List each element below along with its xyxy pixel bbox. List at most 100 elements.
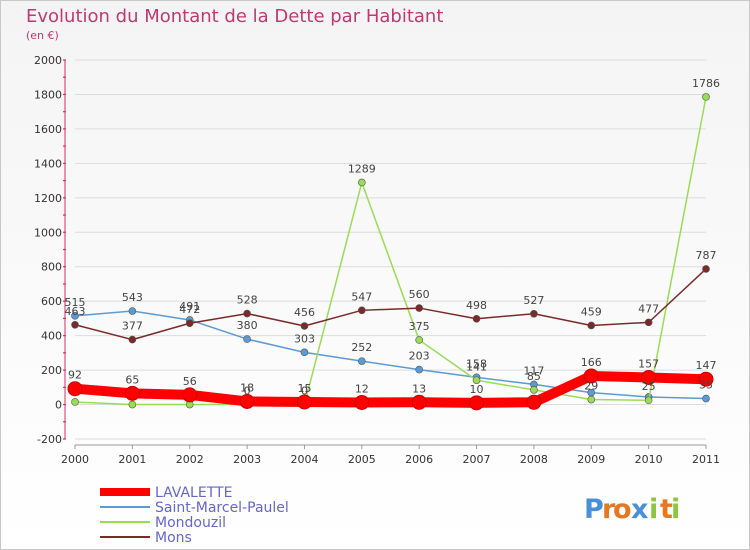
- brand-letter-6: i: [671, 494, 680, 525]
- data-point-0-9: [583, 368, 599, 384]
- data-point-1-11: [702, 394, 710, 403]
- data-point-0-4: [296, 394, 312, 410]
- legend-label-3: Mons: [155, 530, 192, 546]
- x-tick-label-11: 2011: [692, 453, 720, 466]
- y-tick-label-6: 1000: [34, 226, 62, 239]
- data-label-3-2: 472: [179, 303, 200, 316]
- data-label-1-6: 203: [409, 350, 430, 363]
- data-label-2-4: 0: [301, 385, 308, 398]
- data-label-0-2: 56: [183, 375, 197, 388]
- y-tick-label-7: 1200: [34, 192, 62, 205]
- data-point-2-11: [702, 93, 710, 101]
- data-point-3-0: [71, 320, 79, 329]
- data-point-2-10: [644, 396, 653, 405]
- x-tick-label-1: 2001: [118, 453, 146, 466]
- data-label-2-7: 141: [466, 360, 487, 373]
- data-point-0-3: [239, 393, 255, 409]
- data-point-0-5: [354, 394, 370, 410]
- y-tick-label-3: 400: [41, 330, 62, 343]
- data-point-0-6: [411, 394, 427, 410]
- data-point-1-5: [358, 357, 366, 365]
- y-tick-label-10: 1800: [34, 88, 62, 101]
- legend-label-0: LAVALETTE: [155, 485, 232, 501]
- brand-letter-0: P: [584, 494, 604, 525]
- data-point-0-2: [182, 387, 198, 403]
- y-tick-label-0: -200: [37, 433, 62, 446]
- series-line-2: [74, 96, 707, 406]
- data-point-0-1: [124, 385, 140, 401]
- y-tick-label-2: 200: [41, 364, 62, 377]
- data-label-0-9: 166: [581, 356, 602, 369]
- x-tick-label-4: 2004: [290, 453, 318, 466]
- data-label-0-3: 18: [240, 381, 254, 394]
- data-label-0-7: 10: [470, 383, 484, 396]
- data-point-3-9: [587, 321, 596, 330]
- data-label-3-6: 560: [409, 288, 430, 301]
- data-label-1-5: 252: [351, 341, 372, 354]
- data-point-3-5: [358, 306, 366, 315]
- data-label-1-0: 515: [65, 296, 86, 309]
- x-tick-label-2: 2002: [176, 453, 204, 466]
- legend: LAVALETTESaint-Marcel-PaulelMondouzilMon…: [100, 485, 289, 546]
- data-point-3-2: [185, 319, 194, 328]
- data-label-1-8: 117: [523, 364, 544, 377]
- series-line-0: [70, 370, 711, 408]
- data-label-3-9: 459: [581, 305, 602, 318]
- series-line-1: [74, 310, 707, 400]
- data-label-0-4: 15: [297, 382, 311, 395]
- data-point-2-6: [415, 336, 423, 344]
- proxiti-logo: Pro x i ti: [584, 494, 680, 525]
- brand-letter-2: o: [613, 494, 632, 525]
- x-tick-label-3: 2003: [233, 453, 261, 466]
- x-tick-label-0: 2000: [61, 453, 89, 466]
- brand-letter-3: x: [631, 494, 648, 525]
- data-point-3-6: [415, 304, 423, 312]
- series-lines: [67, 93, 714, 411]
- data-point-3-8: [530, 309, 538, 318]
- data-point-0-7: [469, 395, 485, 411]
- data-label-3-4: 456: [294, 306, 315, 319]
- data-label-1-1: 543: [122, 291, 143, 304]
- y-tick-label-1: 0: [55, 399, 62, 412]
- data-label-1-11: 35: [699, 379, 713, 392]
- axes: -200020040060080010001200140016001800200…: [34, 54, 720, 466]
- data-label-3-8: 527: [523, 294, 544, 307]
- data-label-3-11: 787: [696, 249, 717, 262]
- data-label-0-0: 92: [68, 369, 82, 382]
- data-label-0-6: 13: [412, 382, 426, 395]
- data-point-3-1: [128, 335, 137, 344]
- brand-letter-4: i: [649, 494, 658, 525]
- y-tick-label-8: 1400: [34, 157, 62, 170]
- data-label-3-5: 547: [351, 290, 372, 303]
- data-label-2-10: 25: [642, 380, 656, 393]
- data-point-2-0: [71, 398, 79, 406]
- data-label-2-9: 29: [584, 380, 598, 393]
- data-point-3-3: [243, 309, 251, 318]
- x-tick-label-10: 2010: [635, 453, 663, 466]
- y-tick-label-5: 800: [41, 261, 62, 274]
- y-tick-label-11: 2000: [34, 54, 62, 67]
- x-tick-label-5: 2005: [348, 453, 376, 466]
- chart-subtitle: (en €): [26, 29, 59, 42]
- data-label-0-10: 157: [638, 357, 659, 370]
- data-point-3-10: [644, 318, 653, 327]
- data-point-1-1: [128, 307, 137, 315]
- data-point-2-8: [530, 386, 538, 394]
- data-point-1-3: [243, 335, 251, 343]
- data-label-1-7: 158: [466, 357, 487, 370]
- legend-label-2: Mondouzil: [155, 515, 226, 531]
- x-tick-label-7: 2007: [463, 453, 491, 466]
- data-label-0-11: 147: [696, 359, 717, 372]
- data-label-3-0: 463: [65, 305, 86, 318]
- data-label-0-5: 12: [355, 382, 369, 395]
- data-point-3-4: [300, 322, 309, 330]
- data-point-3-7: [472, 314, 481, 323]
- data-label-3-3: 528: [237, 294, 258, 307]
- x-tick-label-8: 2008: [520, 453, 548, 466]
- data-point-3-11: [702, 265, 710, 273]
- y-tick-label-9: 1600: [34, 123, 62, 136]
- data-point-0-0: [67, 381, 83, 397]
- data-label-0-1: 65: [125, 373, 139, 386]
- data-labels: 515 543 491 380 303 252 203 158 117 35 0 0 1289 375 14…: [65, 77, 721, 398]
